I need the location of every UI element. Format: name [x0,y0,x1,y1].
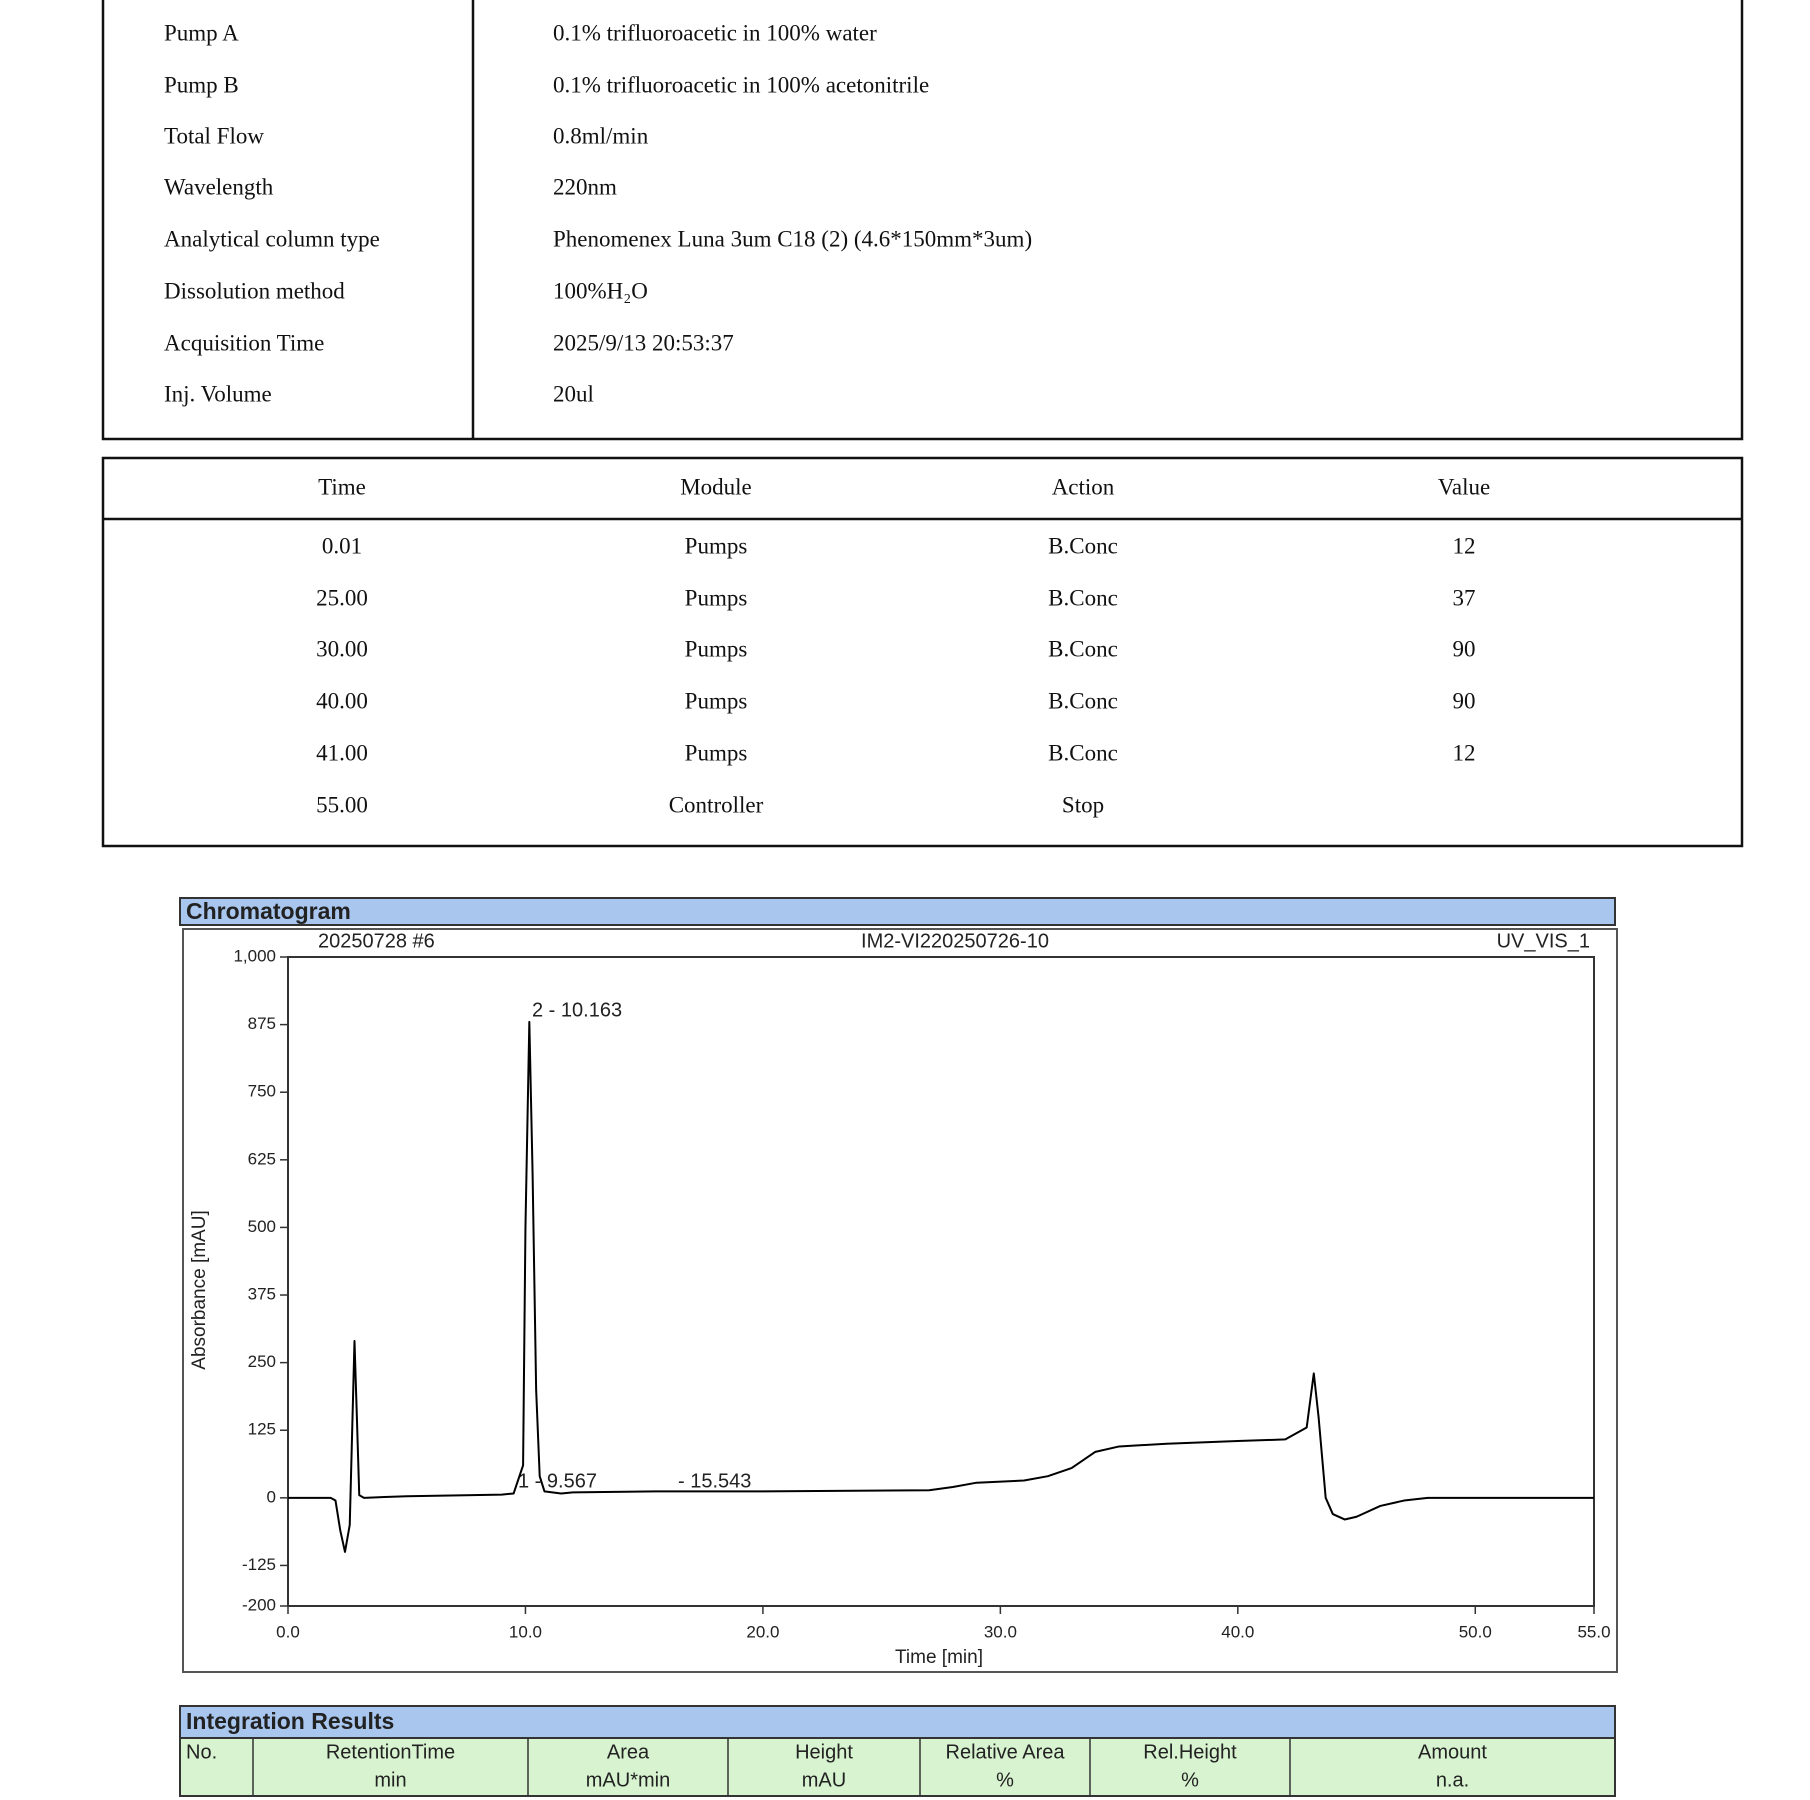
gradient-cell: 25.00 [316,585,368,610]
method-value: 0.1% trifluoroacetic in 100% water [553,20,877,45]
integration-title-bar [179,1705,1616,1739]
gradient-cell: B.Conc [1048,585,1118,610]
integration-header-cell: Height [795,1741,853,1763]
gradient-cell: 12 [1453,740,1476,765]
x-tick-label: 20.0 [746,1622,779,1641]
y-tick-label: 125 [248,1420,276,1439]
y-tick-label: 750 [248,1082,276,1101]
gradient-cell: Pumps [685,636,748,661]
peak-label: 1 - 9.567 [518,1470,597,1492]
gradient-cell: 37 [1453,585,1476,610]
gradient-cell: Stop [1062,792,1104,817]
gradient-cell: Pumps [685,585,748,610]
y-tick-label: 250 [248,1352,276,1371]
method-value: 0.1% trifluoroacetic in 100% acetonitril… [553,72,929,97]
method-label: Dissolution method [164,278,345,303]
gradient-cell: 90 [1453,688,1476,713]
integration-header-cell: mAU [802,1769,846,1791]
gradient-header: Module [680,474,752,499]
integration-header [179,1737,1616,1797]
sample-name: 20250728 #6 [318,930,435,952]
injection-name: IM2-VI220250726-10 [861,930,1049,952]
y-tick-label: 500 [248,1217,276,1236]
method-label: Pump A [164,20,239,45]
y-tick-label: 375 [248,1285,276,1304]
y-tick-label: 1,000 [233,946,276,965]
channel-name: UV_VIS_1 [1497,930,1590,952]
gradient-cell: B.Conc [1048,740,1118,765]
gradient-cell: 55.00 [316,792,368,817]
gradient-cell: B.Conc [1048,533,1118,558]
chromatogram-title-bar [179,897,1616,926]
gradient-cell: B.Conc [1048,688,1118,713]
method-label: Total Flow [164,123,264,148]
gradient-cell: 12 [1453,533,1476,558]
method-label: Pump B [164,72,239,97]
x-tick-label: 50.0 [1459,1622,1492,1641]
integration-header-cell: n.a. [1436,1769,1469,1791]
integration-header-cell: No. [186,1741,217,1763]
method-label: Acquisition Time [164,330,324,355]
y-tick-label: -125 [242,1555,276,1574]
integration-header-cell: Relative Area [946,1741,1066,1763]
method-label: Wavelength [164,174,274,199]
x-tick-label: 0.0 [276,1622,300,1641]
gradient-cell: 90 [1453,636,1476,661]
gradient-cell: Pumps [685,688,748,713]
method-label: Analytical column type [164,226,380,251]
integration-header-cell: Area [607,1741,650,1763]
plot-area [287,956,1595,1607]
gradient-table-border [101,456,1744,848]
y-tick-label: 875 [248,1014,276,1033]
gradient-cell: 41.00 [316,740,368,765]
chromatogram-trace [288,1020,1594,1553]
method-value: Phenomenex Luna 3um C18 (2) (4.6*150mm*3… [553,226,1032,251]
x-tick-label: 55.0 [1577,1622,1610,1641]
integration-header-cell: RetentionTime [326,1741,455,1763]
x-axis-label: Time [min] [895,1647,983,1668]
y-tick-label: -200 [242,1595,276,1614]
method-label: Inj. Volume [164,381,272,406]
gradient-cell: Pumps [685,533,748,558]
gradient-header: Time [318,474,366,499]
gradient-cell: 30.00 [316,636,368,661]
gradient-cell: Pumps [685,740,748,765]
integration-header-cell: % [1181,1769,1199,1791]
y-tick-label: 625 [248,1149,276,1168]
x-tick-label: 30.0 [984,1622,1017,1641]
x-tick-label: 10.0 [509,1622,542,1641]
gradient-cell: 0.01 [322,533,362,558]
method-value: 220nm [553,174,617,199]
integration-title: Integration Results [186,1708,394,1734]
method-value: 0.8ml/min [553,123,649,148]
integration-header-cell: Amount [1418,1741,1487,1763]
peak-label: - 15.543 [678,1470,751,1492]
peak-label: 2 - 10.163 [532,999,622,1021]
method-value: 100%H₂O [553,278,648,303]
gradient-cell: B.Conc [1048,636,1118,661]
method-table-border [101,0,1744,441]
chromatogram-title: Chromatogram [186,898,351,924]
integration-header-cell: Rel.Height [1143,1741,1237,1763]
method-value: 20ul [553,381,594,406]
gradient-cell: Controller [669,792,764,817]
y-axis-label: Absorbance [mAU] [189,1210,210,1369]
integration-header-cell: min [374,1769,406,1791]
integration-header-cell: % [996,1769,1014,1791]
chromatogram-frame [182,928,1618,1673]
y-tick-label: 0 [267,1487,276,1506]
gradient-header: Action [1052,474,1115,499]
x-tick-label: 40.0 [1221,1622,1254,1641]
integration-header-cell: mAU*min [586,1769,670,1791]
gradient-header: Value [1438,474,1490,499]
gradient-cell: 40.00 [316,688,368,713]
method-value: 2025/9/13 20:53:37 [553,330,734,355]
